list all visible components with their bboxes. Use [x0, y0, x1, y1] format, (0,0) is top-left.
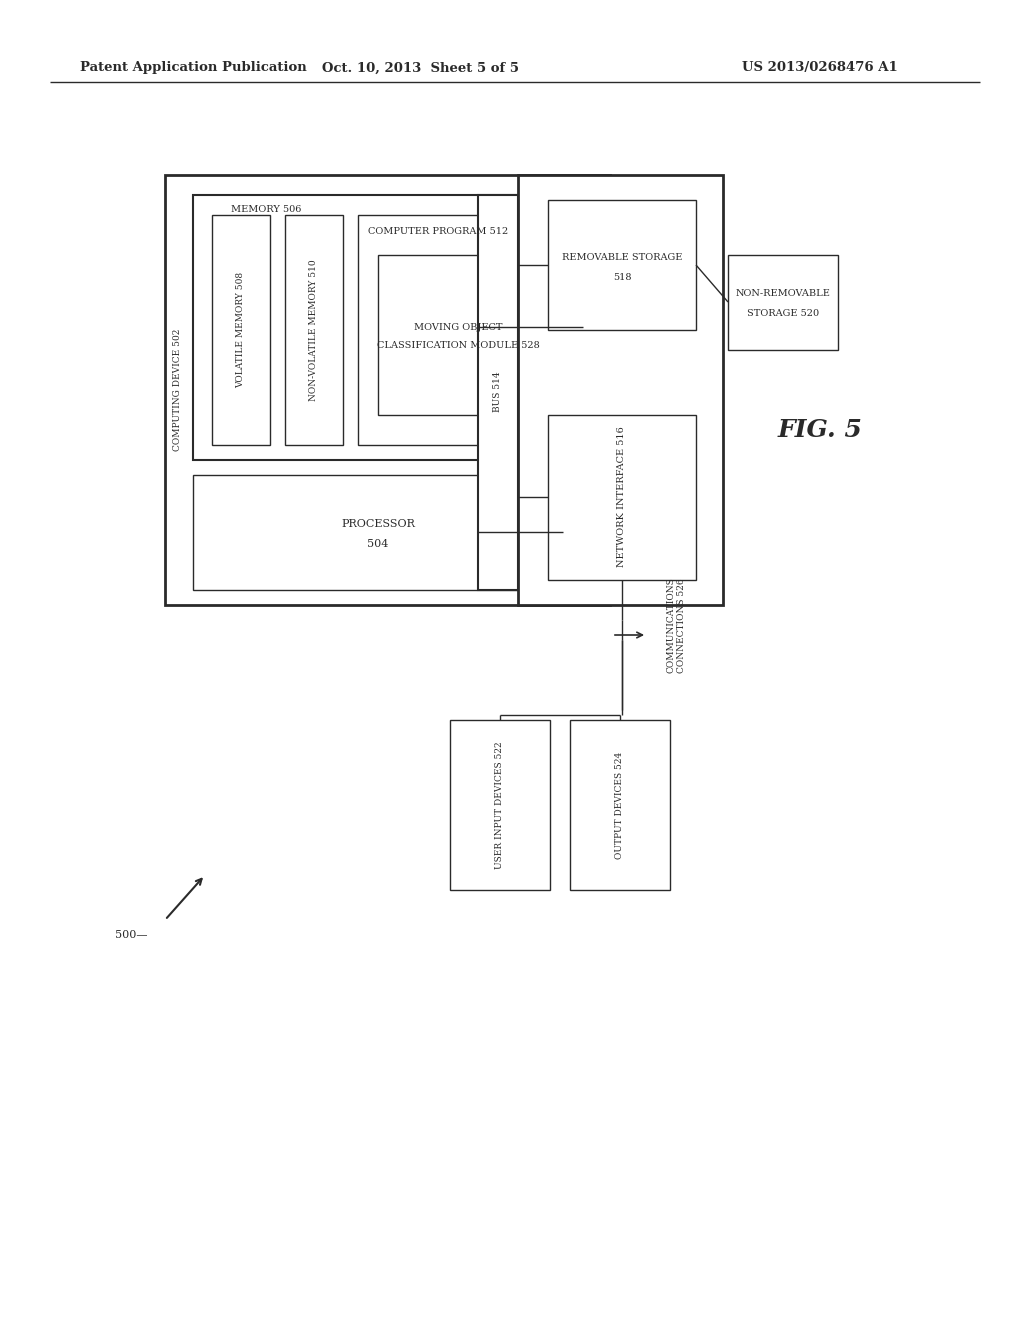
Bar — [548, 201, 696, 330]
Bar — [193, 195, 583, 459]
Text: MEMORY 506: MEMORY 506 — [231, 205, 301, 214]
Text: REMOVABLE STORAGE: REMOVABLE STORAGE — [562, 252, 682, 261]
Text: STORAGE 520: STORAGE 520 — [746, 309, 819, 318]
Bar — [478, 195, 518, 590]
Text: Patent Application Publication: Patent Application Publication — [80, 62, 307, 74]
Text: 500—: 500— — [116, 931, 148, 940]
Text: 504: 504 — [368, 539, 389, 549]
Bar — [193, 475, 563, 590]
Bar — [450, 719, 550, 890]
Bar — [548, 414, 696, 579]
Text: NON-VOLATILE MEMORY 510: NON-VOLATILE MEMORY 510 — [309, 259, 318, 401]
Text: FIG. 5: FIG. 5 — [777, 418, 862, 442]
Text: US 2013/0268476 A1: US 2013/0268476 A1 — [742, 62, 898, 74]
Text: VOLATILE MEMORY 508: VOLATILE MEMORY 508 — [237, 272, 246, 388]
Bar — [378, 255, 538, 414]
Text: OUTPUT DEVICES 524: OUTPUT DEVICES 524 — [615, 751, 625, 858]
Bar — [358, 215, 563, 445]
Bar — [728, 255, 838, 350]
Text: 518: 518 — [612, 272, 631, 281]
Text: NETWORK INTERFACE 516: NETWORK INTERFACE 516 — [617, 426, 627, 568]
Text: PROCESSOR: PROCESSOR — [341, 519, 415, 529]
Bar — [212, 215, 270, 445]
Text: CLASSIFICATION MODULE 528: CLASSIFICATION MODULE 528 — [377, 341, 540, 350]
Bar — [570, 719, 670, 890]
Text: COMPUTER PROGRAM 512: COMPUTER PROGRAM 512 — [368, 227, 508, 235]
Text: BUS 514: BUS 514 — [494, 372, 503, 412]
Bar — [518, 176, 723, 605]
Bar — [165, 176, 610, 605]
Text: Oct. 10, 2013  Sheet 5 of 5: Oct. 10, 2013 Sheet 5 of 5 — [322, 62, 518, 74]
Bar — [285, 215, 343, 445]
Text: USER INPUT DEVICES 522: USER INPUT DEVICES 522 — [496, 742, 505, 869]
Text: COMMUNICATIONS
CONNECTIONS 526: COMMUNICATIONS CONNECTIONS 526 — [667, 577, 686, 673]
Text: COMPUTING DEVICE 502: COMPUTING DEVICE 502 — [172, 329, 181, 451]
Text: MOVING OBJECT: MOVING OBJECT — [414, 322, 502, 331]
Text: NON-REMOVABLE: NON-REMOVABLE — [735, 289, 830, 298]
